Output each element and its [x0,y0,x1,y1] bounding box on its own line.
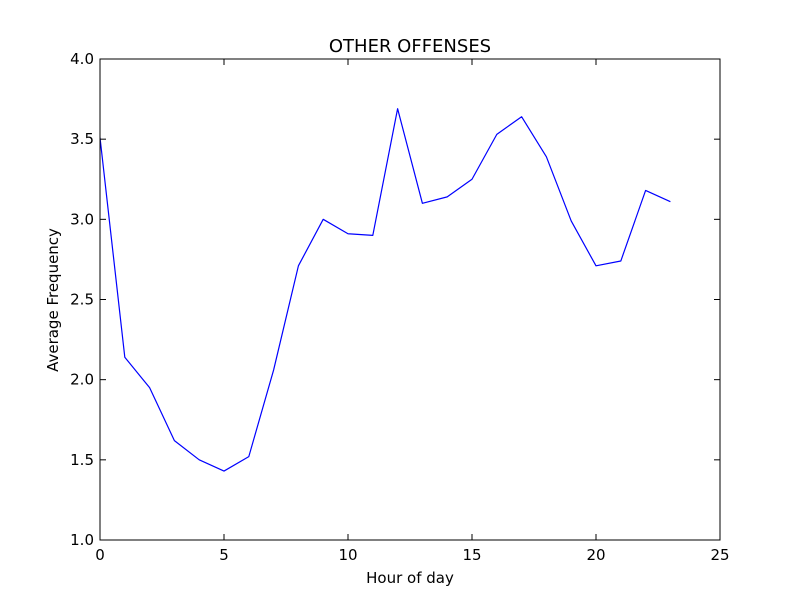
x-tick-label: 15 [462,546,481,564]
y-tick-label: 2.5 [70,291,94,309]
y-axis-label: Average Frequency [44,228,62,372]
y-tick-label: 3.0 [70,210,94,228]
x-tick-label: 0 [95,546,105,564]
plot-area: 0 5 10 15 20 25 1.0 1.5 2.0 2.5 3.0 3.5 4.0 [70,50,729,564]
y-tick-label: 3.5 [70,130,94,148]
y-tick-label: 1.0 [70,531,94,549]
x-tick-label: 10 [338,546,357,564]
y-tick-label: 1.5 [70,451,94,469]
y-tick-label: 4.0 [70,50,94,68]
chart-title: OTHER OFFENSES [329,36,491,57]
x-tick-label: 5 [219,546,229,564]
x-tick-label: 25 [710,546,729,564]
plot-frame [99,58,721,541]
y-tick-label: 2.0 [70,371,94,389]
x-tick-label: 20 [586,546,605,564]
x-axis-label: Hour of day [366,569,454,587]
series-line-0 [100,108,671,472]
